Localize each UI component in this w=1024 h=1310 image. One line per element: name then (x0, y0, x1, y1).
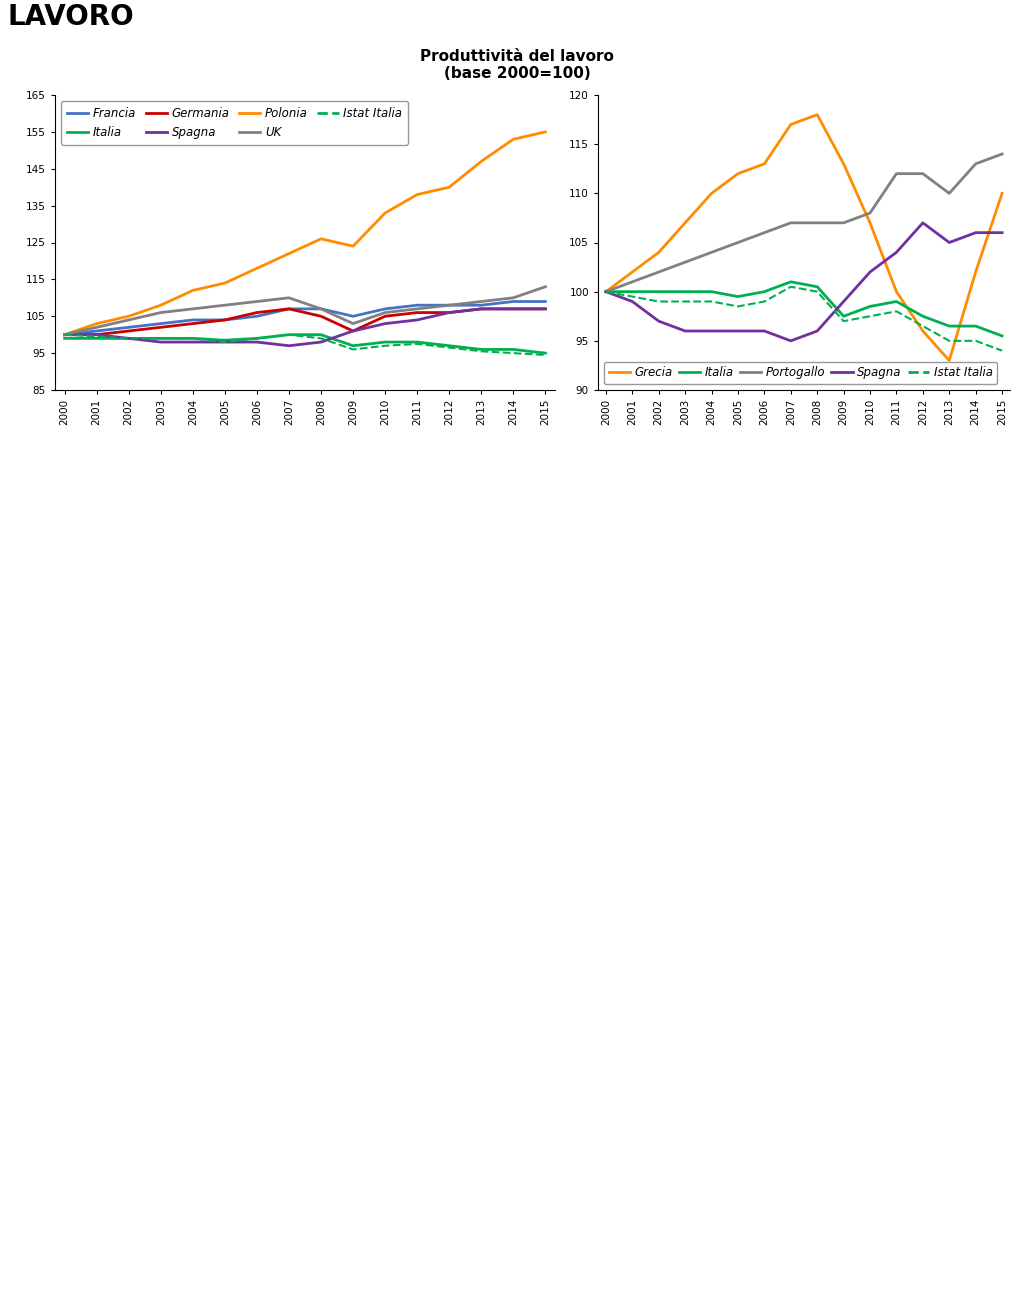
Text: Produttività del lavoro
(base 2000=100): Produttività del lavoro (base 2000=100) (420, 48, 614, 81)
Text: LAVORO: LAVORO (7, 3, 134, 30)
Legend: Francia, Italia, Germania, Spagna, Polonia, UK, Istat Italia: Francia, Italia, Germania, Spagna, Polon… (60, 101, 409, 144)
Legend: Grecia, Italia, Portogallo, Spagna, Istat Italia: Grecia, Italia, Portogallo, Spagna, Ista… (604, 362, 997, 384)
